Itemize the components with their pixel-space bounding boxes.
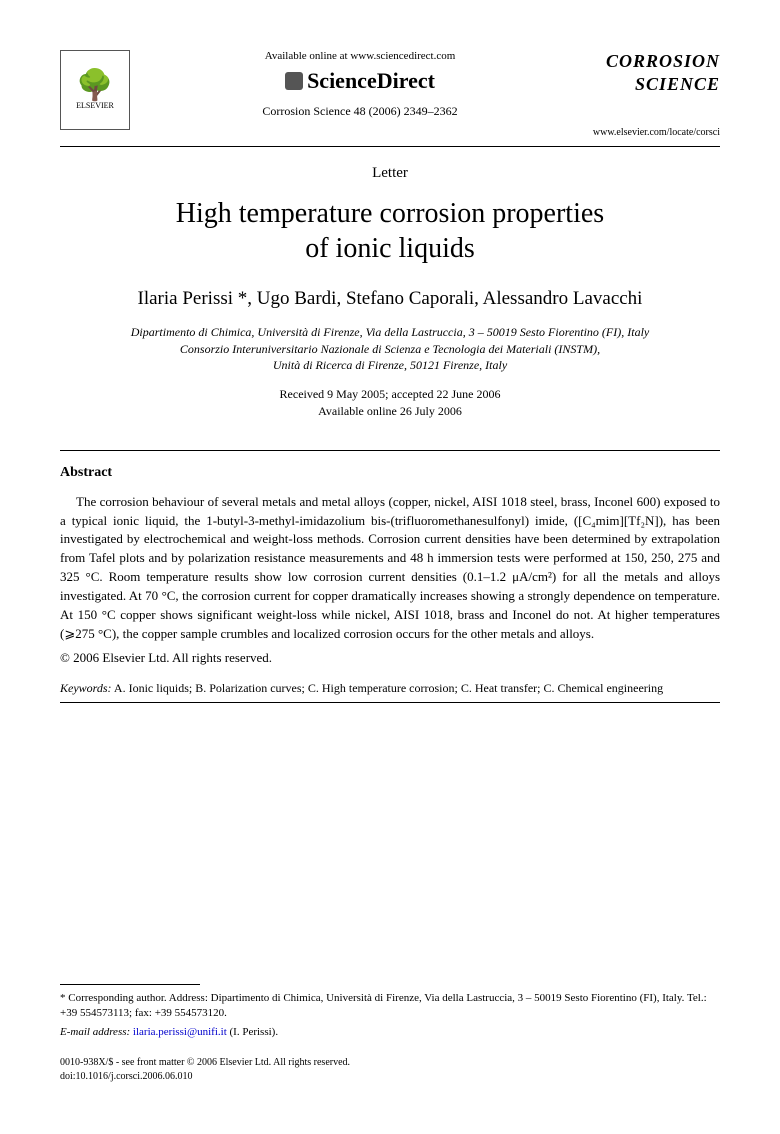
sciencedirect-text: ScienceDirect (307, 68, 435, 94)
front-matter: 0010-938X/$ - see front matter © 2006 El… (60, 1056, 720, 1084)
journal-title-line2: SCIENCE (590, 73, 720, 96)
email-suffix: (I. Perissi). (230, 1026, 279, 1038)
elsevier-label: ELSEVIER (76, 101, 114, 110)
center-header: Available online at www.sciencedirect.co… (130, 50, 590, 123)
email-label: E-mail address: (60, 1026, 130, 1038)
abstract-heading: Abstract (60, 465, 720, 481)
journal-title-line1: CORROSION (590, 50, 720, 73)
affiliation-line3: Unità di Ricerca di Firenze, 50121 Firen… (273, 358, 507, 372)
header-row: 🌳 ELSEVIER Available online at www.scien… (60, 50, 720, 138)
email-footnote: E-mail address: ilaria.perissi@unifi.it … (60, 1025, 720, 1040)
keywords: Keywords: A. Ionic liquids; B. Polarizat… (60, 680, 720, 697)
abstract-text: The corrosion behaviour of several metal… (60, 493, 720, 644)
elsevier-logo: 🌳 ELSEVIER (60, 50, 130, 130)
keywords-text: A. Ionic liquids; B. Polarization curves… (114, 681, 663, 695)
received-date: Received 9 May 2005; accepted 22 June 20… (280, 387, 501, 401)
footnote-divider (60, 984, 200, 985)
email-link[interactable]: ilaria.perissi@unifi.it (133, 1026, 227, 1038)
front-matter-line1: 0010-938X/$ - see front matter © 2006 El… (60, 1057, 350, 1068)
article-type: Letter (60, 165, 720, 182)
corresponding-author: * Corresponding author. Address: Diparti… (60, 991, 720, 1022)
copyright: © 2006 Elsevier Ltd. All rights reserved… (60, 650, 720, 666)
title-line1: High temperature corrosion properties (176, 198, 604, 229)
dates: Received 9 May 2005; accepted 22 June 20… (60, 386, 720, 420)
article-title: High temperature corrosion properties of… (60, 196, 720, 266)
affiliation: Dipartimento di Chimica, Università di F… (60, 324, 720, 374)
sciencedirect-logo: ScienceDirect (150, 68, 570, 94)
doi: doi:10.1016/j.corsci.2006.06.010 (60, 1071, 193, 1082)
keywords-label: Keywords: (60, 681, 112, 695)
journal-reference: Corrosion Science 48 (2006) 2349–2362 (150, 104, 570, 119)
available-online-text: Available online at www.sciencedirect.co… (150, 50, 570, 62)
affiliation-line1: Dipartimento di Chimica, Università di F… (131, 325, 650, 339)
header-divider (60, 146, 720, 147)
footer-area: * Corresponding author. Address: Diparti… (60, 984, 720, 1084)
title-line2: of ionic liquids (305, 233, 475, 264)
affiliation-line2: Consorzio Interuniversitario Nazionale d… (180, 342, 600, 356)
sciencedirect-icon (285, 72, 303, 90)
available-date: Available online 26 July 2006 (318, 404, 462, 418)
journal-url: www.elsevier.com/locate/corsci (590, 127, 720, 138)
abstract-top-divider (60, 450, 720, 451)
journal-title-box: CORROSION SCIENCE www.elsevier.com/locat… (590, 50, 720, 138)
elsevier-tree-icon: 🌳 (76, 71, 113, 101)
authors: Ilaria Perissi *, Ugo Bardi, Stefano Cap… (60, 288, 720, 310)
keywords-bottom-divider (60, 702, 720, 703)
